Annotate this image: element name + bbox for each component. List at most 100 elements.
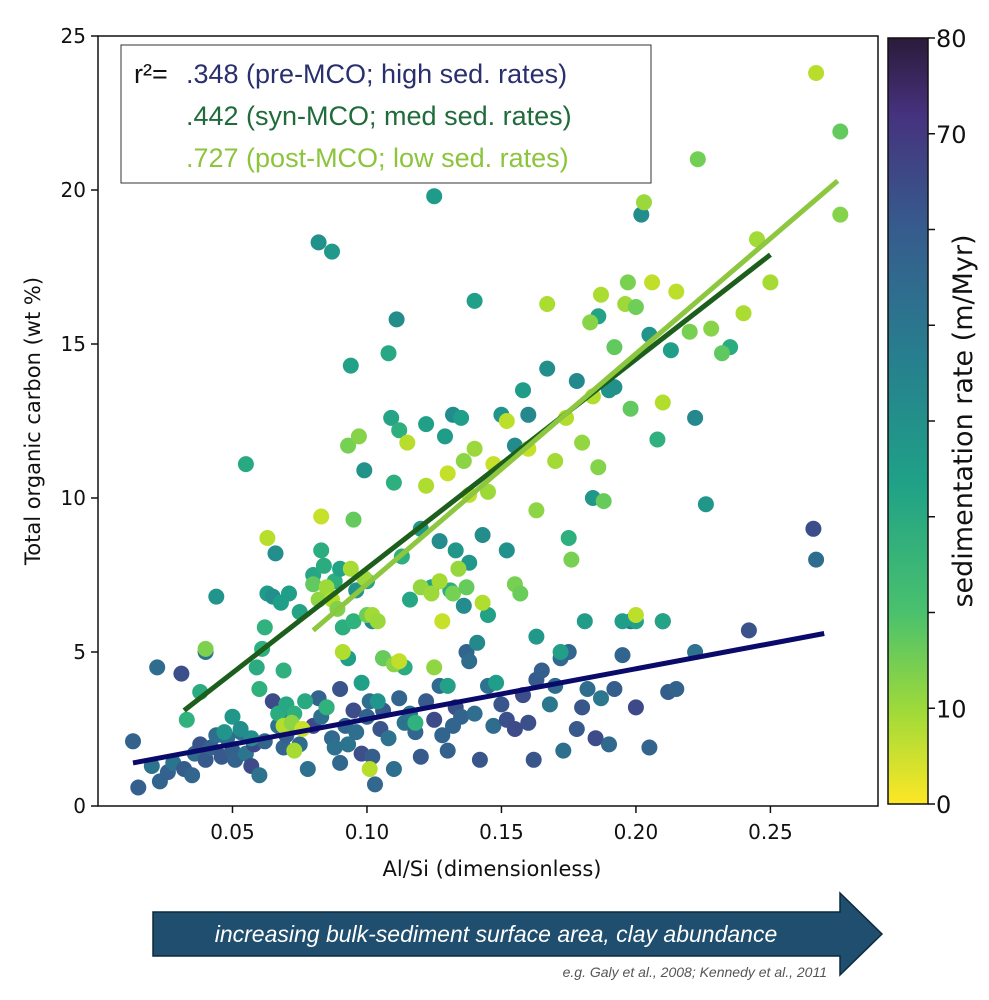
data-point-pre-mco	[173, 665, 190, 682]
x-tick-label: 0.15	[479, 820, 524, 844]
data-point-post-mco	[762, 274, 779, 291]
data-point-syn-mco	[426, 188, 443, 205]
data-point-post-mco	[654, 394, 671, 411]
data-point-post-mco	[474, 594, 491, 611]
data-point-post-mco	[622, 400, 639, 417]
data-point-syn-mco	[687, 409, 704, 426]
data-point-syn-mco	[297, 693, 314, 710]
data-point-pre-mco	[466, 705, 483, 722]
data-point-post-mco	[342, 560, 359, 577]
data-point-syn-mco	[313, 542, 330, 559]
data-point-post-mco	[512, 585, 529, 602]
data-point-post-mco	[391, 653, 408, 670]
data-point-post-mco	[832, 123, 849, 140]
data-point-post-mco	[434, 613, 451, 630]
data-point-pre-mco	[385, 761, 402, 777]
data-point-syn-mco	[576, 613, 593, 630]
colorbar: 0 10 70 80 sedimentation rate (m/Myr)	[887, 25, 979, 819]
data-point-syn-mco	[455, 597, 472, 614]
data-point-syn-mco	[315, 557, 332, 574]
data-point-pre-mco	[364, 748, 381, 765]
y-tick-label: 0	[73, 794, 86, 818]
data-point-syn-mco	[515, 382, 531, 399]
data-point-syn-mco	[345, 613, 362, 630]
data-point-syn-mco	[407, 714, 424, 731]
data-point-pre-mco	[426, 711, 443, 728]
data-point-pre-mco	[493, 696, 510, 713]
data-point-syn-mco	[418, 416, 435, 433]
data-point-post-mco	[466, 440, 483, 457]
data-point-syn-mco	[466, 292, 483, 309]
data-point-syn-mco	[697, 496, 714, 513]
y-tick-label: 10	[61, 486, 86, 510]
data-point-post-mco	[259, 530, 276, 546]
x-tick-label: 0.25	[748, 820, 793, 844]
data-point-pre-mco	[434, 727, 451, 744]
data-point-pre-mco	[555, 742, 572, 759]
data-point-pre-mco	[149, 659, 166, 676]
data-point-post-mco	[458, 579, 475, 596]
colorbar-tick-label: 10	[936, 695, 967, 723]
data-point-post-mco	[808, 65, 825, 81]
legend: r²= .348 (pre-MCO; high sed. rates) .442…	[120, 44, 652, 184]
data-point-pre-mco	[525, 751, 542, 768]
data-point-syn-mco	[369, 693, 386, 710]
data-point-pre-mco	[587, 730, 604, 747]
data-point-post-mco	[528, 502, 545, 519]
trend-arrow: increasing bulk-sediment surface area, c…	[152, 891, 884, 980]
data-point-syn-mco	[431, 533, 448, 550]
data-point-post-mco	[595, 493, 612, 510]
legend-entry-syn-mco: .442 (syn-MCO; med sed. rates)	[186, 101, 572, 131]
data-point-post-mco	[582, 314, 599, 331]
data-point-syn-mco	[324, 243, 340, 260]
data-point-pre-mco	[380, 730, 397, 747]
x-tick-label: 0.20	[614, 820, 659, 844]
data-point-syn-mco	[356, 462, 373, 479]
legend-prefix: r²=	[134, 59, 168, 89]
legend-box	[120, 44, 652, 184]
data-point-pre-mco	[593, 690, 609, 707]
data-point-syn-mco	[224, 708, 241, 725]
data-point-syn-mco	[437, 428, 453, 445]
data-point-syn-mco	[614, 613, 631, 630]
data-point-syn-mco	[353, 674, 370, 691]
data-point-syn-mco	[447, 542, 464, 559]
data-point-post-mco	[345, 511, 362, 528]
data-point-syn-mco	[606, 379, 623, 396]
data-point-syn-mco	[275, 662, 292, 679]
data-point-pre-mco	[461, 653, 478, 670]
data-point-syn-mco	[528, 628, 545, 645]
data-point-pre-mco	[805, 520, 822, 537]
data-point-pre-mco	[348, 724, 365, 741]
data-point-post-mco	[606, 339, 623, 356]
data-point-syn-mco	[380, 345, 397, 362]
data-point-pre-mco	[130, 779, 147, 796]
data-point-pre-mco	[740, 622, 757, 639]
data-point-syn-mco	[237, 456, 254, 473]
data-point-syn-mco	[318, 699, 335, 716]
data-point-syn-mco	[208, 588, 225, 605]
data-point-syn-mco	[248, 659, 265, 676]
arrow-text: increasing bulk-sediment surface area, c…	[215, 921, 778, 947]
axes: 0.05 0.10 0.15 0.20 0.25 0 5 10 15 20 25	[61, 24, 793, 844]
legend-entry-pre-mco: .348 (pre-MCO; high sed. rates)	[186, 59, 567, 89]
data-point-post-mco	[539, 296, 556, 312]
data-point-post-mco	[714, 345, 730, 362]
data-point-post-mco	[498, 413, 515, 429]
data-point-post-mco	[350, 428, 367, 445]
data-point-post-mco	[286, 742, 303, 759]
data-point-pre-mco	[391, 690, 408, 707]
data-point-syn-mco	[310, 234, 327, 251]
data-point-post-mco	[627, 299, 644, 315]
colorbar-label: sedimentation rate (m/Myr)	[948, 234, 979, 607]
data-point-syn-mco	[439, 677, 456, 694]
data-point-post-mco	[681, 323, 698, 340]
data-point-post-mco	[369, 613, 386, 630]
colorbar-tick-label: 80	[936, 25, 967, 53]
data-point-pre-mco	[345, 702, 362, 719]
data-point-post-mco	[644, 274, 661, 291]
data-point-syn-mco	[388, 311, 405, 328]
data-point-syn-mco	[474, 527, 491, 543]
data-point-post-mco	[547, 453, 564, 469]
data-point-syn-mco	[469, 634, 486, 651]
